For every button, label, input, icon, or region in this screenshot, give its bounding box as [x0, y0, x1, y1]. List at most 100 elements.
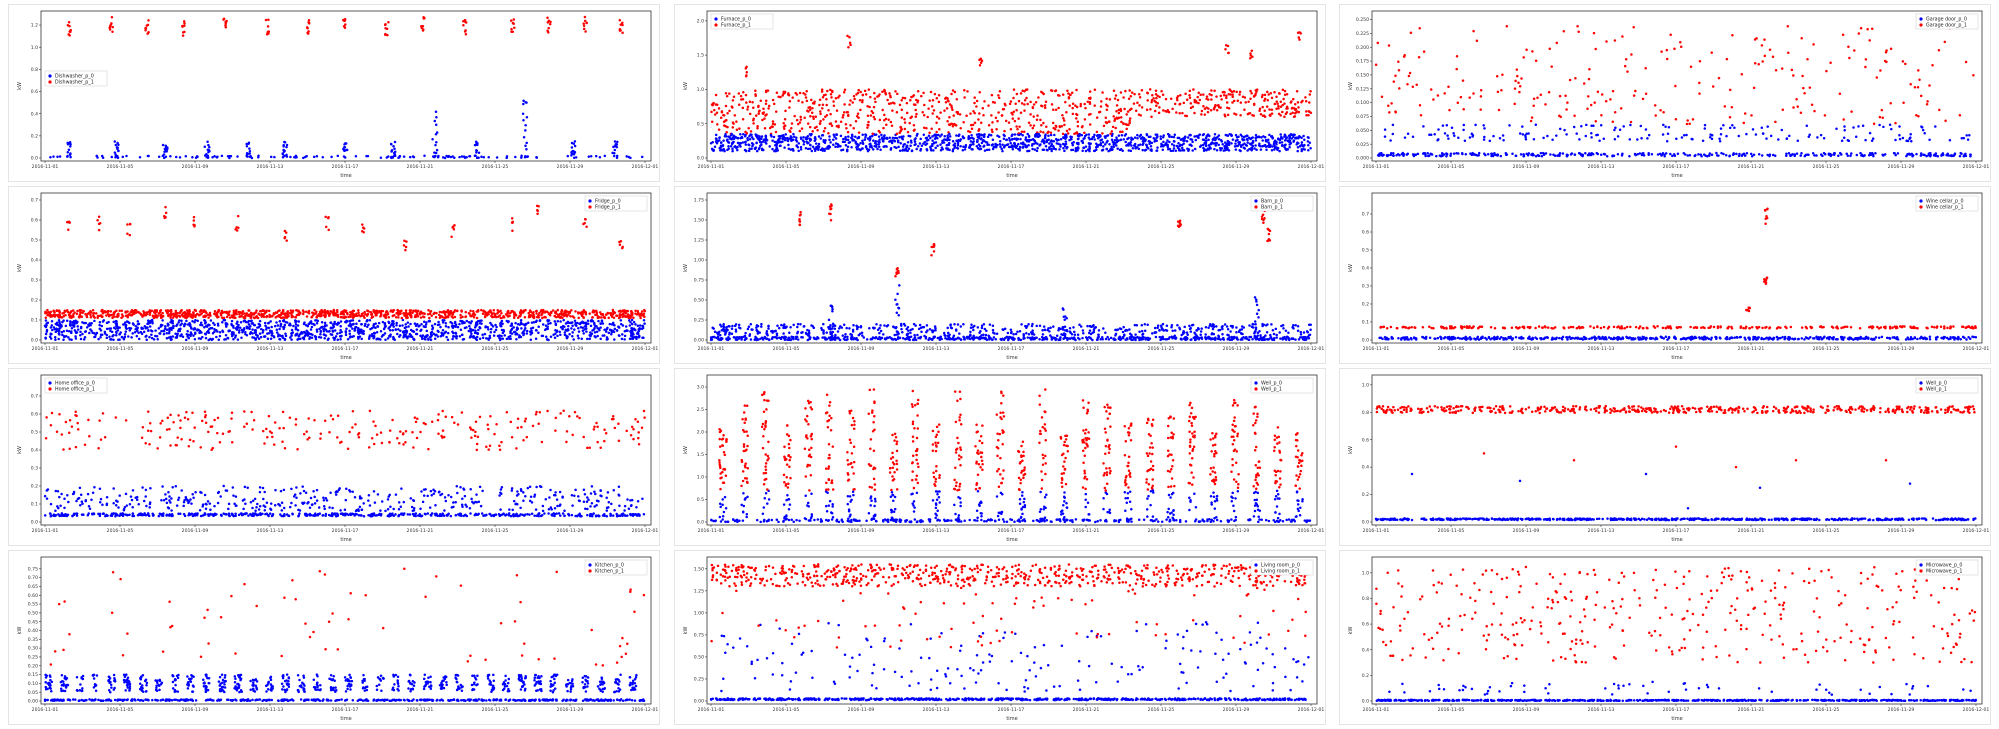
point-series-1 — [889, 95, 892, 99]
x-tick-label: 2016-11-01 — [698, 164, 725, 170]
point-series-1 — [1173, 102, 1177, 106]
point-series-1 — [1128, 117, 1132, 120]
point-series-1 — [1857, 32, 1861, 35]
point-series-1 — [1246, 112, 1250, 116]
point-series-0 — [370, 332, 374, 336]
point-series-0 — [177, 321, 180, 324]
point-series-0 — [1166, 132, 1170, 136]
x-tick-label: 2016-11-01 — [32, 346, 59, 352]
point-series-1 — [891, 101, 895, 104]
point-series-0 — [817, 147, 820, 150]
point-series-1 — [1157, 111, 1161, 115]
point-series-0 — [1174, 149, 1178, 152]
point-series-0 — [529, 327, 533, 330]
point-series-0 — [1190, 138, 1194, 141]
point-series-0 — [1443, 132, 1447, 135]
point-series-0 — [1215, 141, 1218, 145]
point-series-1 — [854, 119, 858, 123]
point-series-0 — [181, 335, 185, 339]
point-series-0 — [436, 329, 440, 333]
point-series-0 — [213, 323, 216, 327]
point-series-1 — [1054, 127, 1057, 131]
point-series-1 — [805, 90, 808, 93]
point-series-1 — [869, 95, 872, 99]
point-series-0 — [1069, 137, 1073, 141]
point-series-1 — [1550, 65, 1553, 68]
point-series-0 — [1239, 133, 1243, 136]
point-series-0 — [138, 156, 142, 159]
point-series-1 — [819, 112, 822, 116]
point-series-0 — [864, 135, 867, 139]
point-series-0 — [927, 134, 931, 137]
point-series-0 — [1244, 143, 1248, 147]
point-series-1 — [1136, 101, 1139, 104]
point-series-1 — [1009, 128, 1013, 131]
point-series-1 — [996, 119, 999, 123]
point-series-0 — [376, 325, 379, 328]
point-series-1 — [1215, 95, 1218, 98]
point-series-1 — [1394, 110, 1397, 113]
point-series-1 — [1455, 55, 1459, 58]
point-series-0 — [980, 133, 983, 136]
point-series-0 — [624, 325, 628, 328]
point-series-1 — [1479, 95, 1483, 98]
point-series-0 — [1389, 153, 1393, 157]
point-series-0 — [390, 142, 393, 146]
point-series-0 — [148, 325, 152, 328]
point-series-0 — [846, 149, 849, 152]
point-series-0 — [721, 143, 725, 147]
point-series-1 — [1042, 121, 1045, 125]
point-series-1 — [1266, 90, 1269, 94]
point-series-0 — [1540, 154, 1544, 158]
y-tick-label: 0.150 — [1356, 73, 1369, 79]
point-series-0 — [285, 145, 288, 149]
point-series-0 — [1154, 133, 1158, 136]
point-series-1 — [1231, 93, 1234, 96]
point-series-1 — [1219, 94, 1223, 98]
point-series-1 — [225, 19, 228, 23]
point-series-1 — [1904, 62, 1907, 66]
point-series-0 — [775, 144, 778, 147]
point-series-1 — [1548, 47, 1552, 51]
legend-marker — [48, 80, 52, 84]
point-series-1 — [224, 26, 228, 29]
point-series-1 — [1029, 113, 1032, 116]
point-series-0 — [961, 135, 965, 138]
point-series-0 — [166, 324, 170, 327]
point-series-0 — [84, 321, 88, 325]
chart-panel: 0.0 0.1 0.2 0.3 0.4 0.5 0.6 0.7 2016-11-01 2016-1… — [8, 186, 660, 364]
point-series-0 — [44, 332, 48, 336]
point-series-0 — [339, 338, 342, 341]
point-series-0 — [916, 132, 919, 136]
point-series-0 — [1449, 154, 1452, 157]
point-series-0 — [786, 139, 789, 142]
point-series-0 — [1271, 137, 1274, 140]
point-series-0 — [1076, 142, 1079, 146]
point-series-0 — [429, 335, 433, 338]
point-series-0 — [1220, 147, 1224, 150]
point-series-0 — [1765, 137, 1768, 140]
point-series-0 — [1215, 137, 1218, 140]
x-tick-label: 2016-11-21 — [1073, 164, 1100, 170]
point-series-0 — [1090, 137, 1094, 141]
point-series-1 — [1067, 96, 1071, 99]
point-series-0 — [1672, 153, 1676, 156]
point-series-1 — [819, 110, 822, 113]
point-series-0 — [1245, 137, 1249, 141]
legend-box — [1915, 13, 1979, 30]
point-series-0 — [176, 332, 179, 335]
point-series-1 — [422, 315, 426, 319]
point-series-0 — [1731, 123, 1734, 127]
point-series-0 — [1058, 148, 1061, 151]
point-series-0 — [157, 327, 161, 330]
point-series-1 — [1275, 95, 1278, 99]
point-series-1 — [1917, 114, 1920, 118]
point-series-1 — [900, 128, 903, 131]
point-series-1 — [771, 125, 774, 129]
point-series-0 — [1183, 135, 1187, 138]
point-series-0 — [571, 324, 574, 327]
point-series-0 — [1224, 133, 1228, 137]
point-series-0 — [927, 138, 930, 142]
point-series-0 — [1760, 154, 1764, 157]
point-series-1 — [712, 101, 715, 105]
